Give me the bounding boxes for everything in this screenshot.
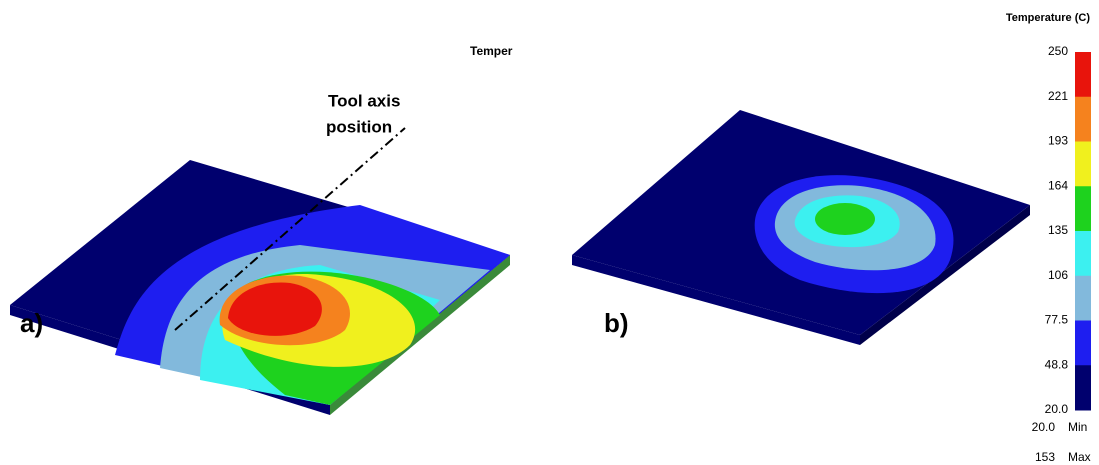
- clipped-title: Temper: [470, 44, 513, 58]
- panel-label: a): [20, 308, 43, 338]
- annotation: position: [326, 117, 392, 136]
- legend-title: Temperature (C): [1006, 12, 1090, 24]
- legend-swatch: [1075, 231, 1091, 276]
- legend-tick-label: 77.5: [1045, 313, 1069, 327]
- figure: a) Temper Tool axis position b) Temperat…: [0, 0, 1099, 465]
- legend-swatch: [1075, 365, 1091, 410]
- panel-a: [10, 128, 510, 415]
- annotation: Tool axis: [328, 91, 400, 110]
- min-value: 20.0: [1032, 420, 1056, 434]
- legend-tick-label: 20.0: [1045, 402, 1069, 416]
- legend-swatch: [1075, 142, 1091, 187]
- legend-tick-label: 250: [1048, 44, 1068, 58]
- panel-label: b): [604, 308, 629, 338]
- legend-tick-label: 48.8: [1045, 357, 1069, 371]
- legend-tick-label: 193: [1048, 134, 1068, 148]
- legend-swatch: [1075, 52, 1091, 97]
- legend-tick-label: 106: [1048, 268, 1068, 282]
- max-label: Max: [1068, 450, 1091, 464]
- contour: [815, 203, 875, 235]
- legend-swatch: [1075, 276, 1091, 321]
- legend-swatch: [1075, 97, 1091, 142]
- legend-swatch: [1075, 321, 1091, 366]
- legend: Temperature (C) 20.0 Min 153 Max 250 221 1…: [1006, 12, 1091, 464]
- legend-tick-label: 221: [1048, 89, 1068, 103]
- legend-swatch: [1075, 186, 1091, 231]
- max-value: 153: [1035, 450, 1055, 464]
- legend-tick-label: 135: [1048, 223, 1068, 237]
- min-label: Min: [1068, 420, 1087, 434]
- panel-b: [572, 110, 1030, 345]
- legend-tick-label: 164: [1048, 178, 1068, 192]
